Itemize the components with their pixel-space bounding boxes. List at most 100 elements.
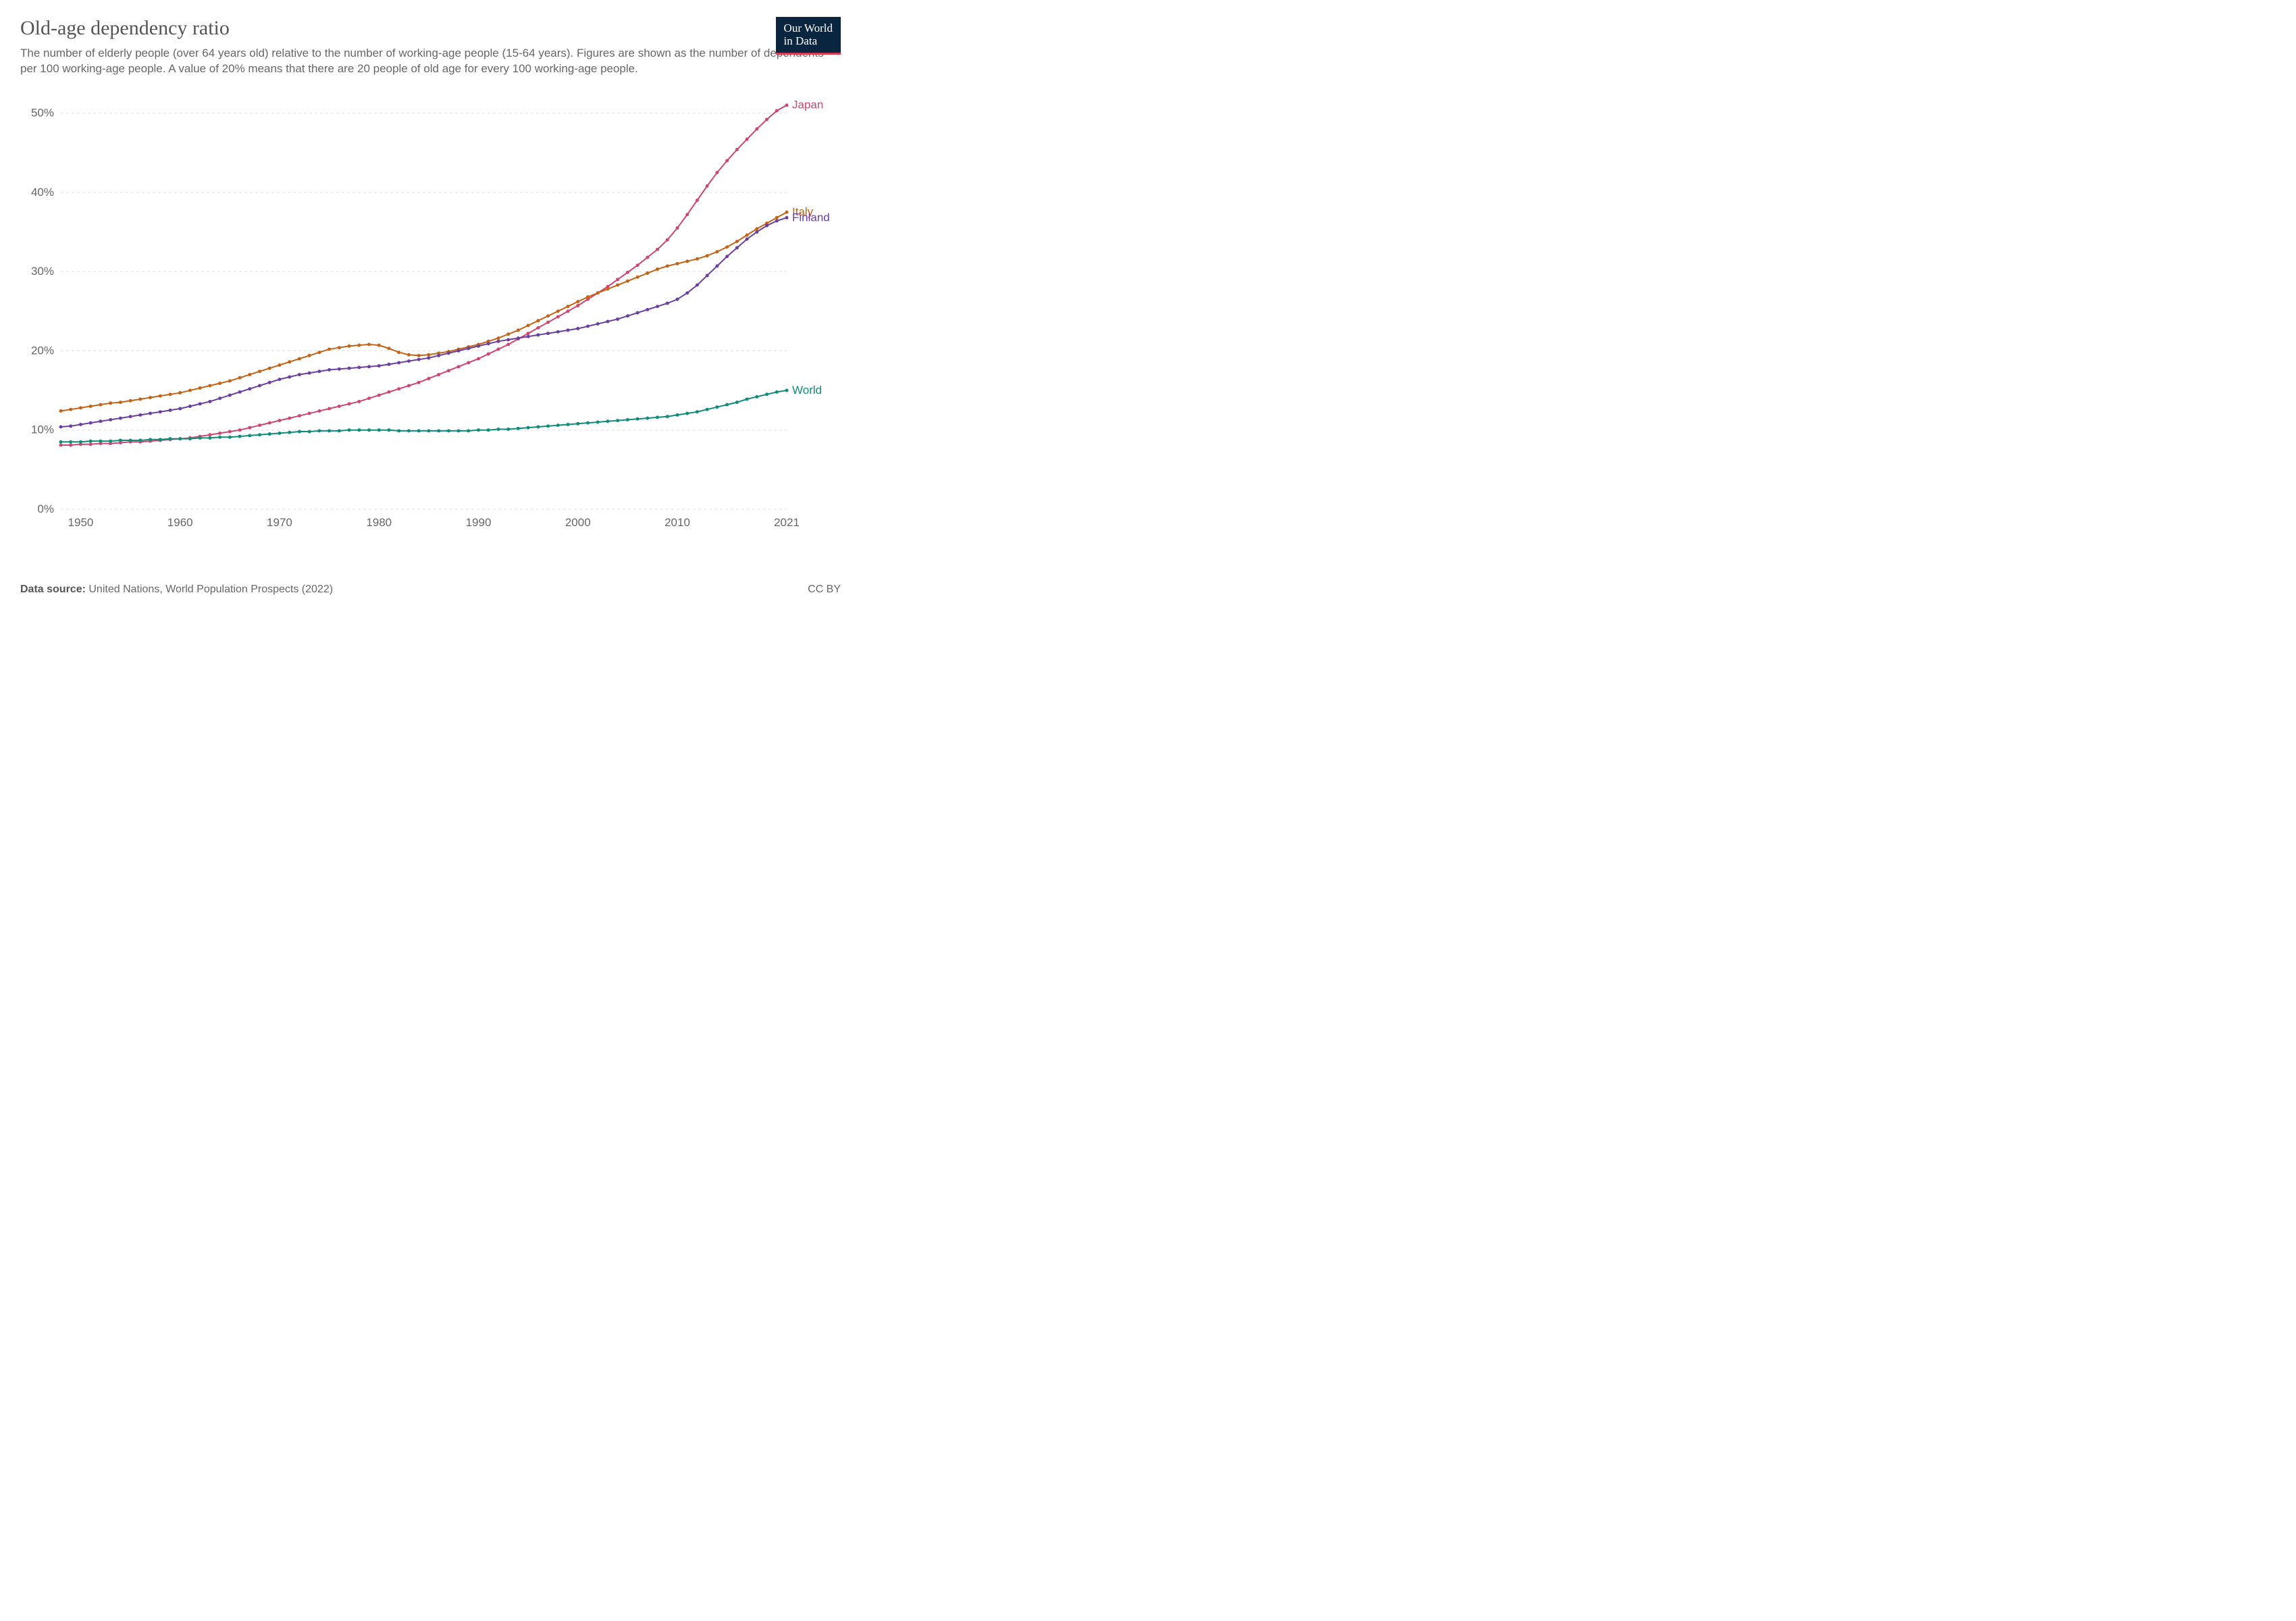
- series-marker: [89, 405, 93, 408]
- series-marker: [308, 430, 311, 433]
- series-marker: [477, 428, 480, 432]
- series-marker: [437, 429, 440, 432]
- series-marker: [696, 257, 699, 261]
- series-marker: [696, 283, 699, 286]
- x-tick-label: 1970: [267, 516, 292, 529]
- series-marker: [298, 430, 301, 433]
- series-marker: [317, 351, 321, 354]
- series-marker: [656, 305, 659, 308]
- series-marker: [626, 271, 629, 274]
- series-marker: [735, 401, 739, 404]
- series-marker: [725, 403, 729, 407]
- series-marker: [278, 378, 281, 381]
- x-tick-label: 1980: [366, 516, 392, 529]
- series-marker: [616, 419, 619, 422]
- series-marker: [685, 259, 689, 263]
- series-marker: [178, 407, 182, 410]
- series-marker: [685, 213, 689, 216]
- series-marker: [208, 436, 211, 440]
- series-marker: [129, 415, 132, 418]
- series-marker: [59, 440, 63, 444]
- series-marker: [656, 267, 659, 271]
- series-marker: [427, 377, 430, 380]
- series-marker: [656, 415, 659, 419]
- series-marker: [328, 368, 331, 371]
- series-marker: [188, 405, 192, 408]
- series-marker: [517, 336, 520, 340]
- series-marker: [278, 363, 281, 367]
- series-marker: [377, 344, 381, 347]
- series-marker: [676, 226, 679, 230]
- series-marker: [387, 363, 390, 366]
- series-marker: [178, 391, 182, 394]
- series-marker: [536, 326, 540, 330]
- series-marker: [69, 424, 72, 428]
- series-marker: [338, 429, 341, 432]
- series-marker: [725, 159, 729, 162]
- series-marker: [367, 342, 371, 346]
- series-marker: [218, 382, 221, 385]
- series-marker: [109, 401, 112, 405]
- series-marker: [477, 357, 480, 360]
- y-tick-label: 0%: [37, 503, 54, 515]
- series-marker: [377, 364, 381, 367]
- series-marker: [387, 390, 390, 394]
- series-marker: [487, 352, 490, 355]
- series-marker: [248, 387, 251, 390]
- x-tick-label: 1990: [466, 516, 492, 529]
- y-tick-label: 50%: [31, 106, 54, 119]
- series-marker: [397, 351, 400, 354]
- series-marker: [606, 287, 609, 290]
- series-marker: [407, 359, 411, 363]
- series-marker: [755, 230, 758, 234]
- series-marker: [517, 427, 520, 430]
- series-marker: [685, 291, 689, 294]
- series-marker: [775, 109, 779, 112]
- series-marker: [288, 360, 291, 363]
- series-marker: [556, 315, 560, 318]
- series-marker: [666, 264, 669, 267]
- series-marker: [69, 443, 72, 446]
- series-marker: [546, 314, 550, 317]
- series-marker: [556, 423, 560, 427]
- series-marker: [348, 367, 351, 370]
- series-marker: [775, 219, 779, 222]
- series-marker: [636, 263, 640, 267]
- series-marker: [496, 428, 500, 431]
- series-marker: [646, 272, 649, 275]
- series-marker: [785, 103, 789, 107]
- series-marker: [666, 238, 669, 242]
- series-marker: [119, 416, 122, 419]
- series-marker: [676, 413, 679, 417]
- series-marker: [79, 440, 82, 444]
- series-marker: [298, 357, 301, 360]
- series-marker: [596, 291, 600, 294]
- series-marker: [89, 421, 93, 425]
- series-marker: [636, 276, 640, 279]
- series-marker: [715, 250, 719, 253]
- logo-line1: Our World: [784, 22, 833, 35]
- series-marker: [159, 394, 162, 398]
- series-marker: [367, 428, 371, 432]
- series-marker: [298, 373, 301, 376]
- series-marker: [785, 216, 789, 220]
- x-tick-label: 2010: [664, 516, 690, 529]
- series-marker: [447, 351, 450, 355]
- x-tick-label: 1960: [167, 516, 193, 529]
- x-tick-label: 2021: [774, 516, 800, 529]
- series-marker: [536, 425, 540, 428]
- series-marker: [755, 395, 758, 398]
- series-marker: [99, 403, 102, 407]
- series-marker: [467, 346, 470, 350]
- series-marker: [696, 199, 699, 202]
- series-marker: [447, 369, 450, 372]
- series-marker: [288, 416, 291, 419]
- series-marker: [69, 440, 72, 444]
- series-marker: [338, 367, 341, 371]
- series-marker: [178, 437, 182, 440]
- series-marker: [546, 321, 550, 324]
- series-marker: [666, 415, 669, 418]
- series-marker: [168, 409, 172, 412]
- series-marker: [746, 233, 749, 236]
- series-marker: [427, 353, 430, 357]
